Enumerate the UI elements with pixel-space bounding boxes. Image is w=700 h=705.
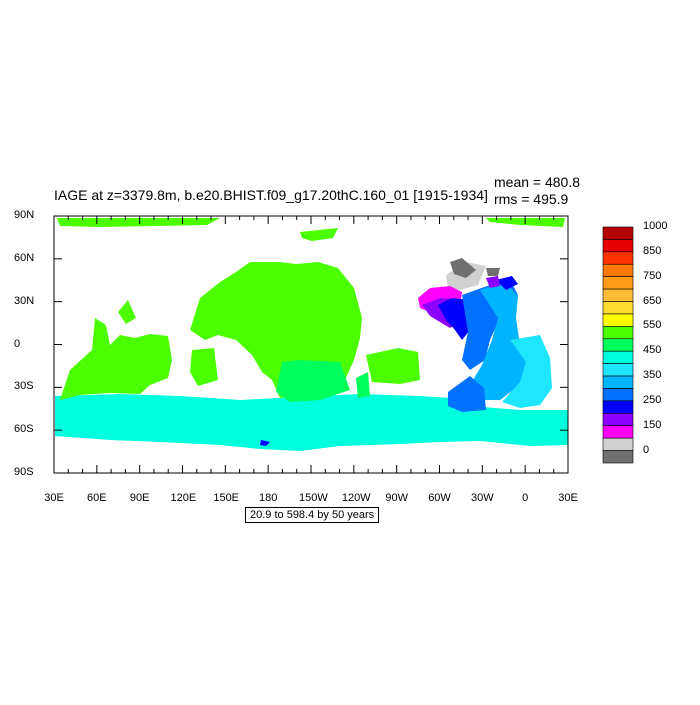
atlantic-cyan [502, 335, 552, 408]
indian-ocean [60, 318, 172, 400]
atlantic-north-dark-2 [486, 268, 500, 276]
colorbar-label: 1000 [643, 220, 668, 232]
map-ticks [53, 215, 569, 474]
south-pacific-blue-fleck [260, 440, 270, 446]
colorbar-swatch [602, 375, 634, 389]
colorbar-label: 350 [643, 369, 662, 382]
colorbar-label: 450 [643, 344, 662, 357]
lat-tick-label: 0 [14, 337, 21, 350]
lon-tick-label: 60E [87, 492, 107, 504]
indian-ocean-north [118, 300, 136, 324]
colorbar-swatch [602, 313, 634, 327]
lat-tick-label: 90N [14, 209, 35, 221]
atlantic-light-blue [470, 282, 528, 400]
colorbar-label: 750 [643, 269, 662, 282]
lon-tick-label: 150E [213, 492, 240, 504]
atlantic-southwest [448, 376, 486, 412]
lon-tick-label: 90E [129, 492, 150, 504]
lon-tick-label: 30W [471, 492, 494, 504]
arctic-strip [57, 218, 220, 227]
colorbar-swatch [602, 350, 634, 364]
lon-tick-label: 120E [170, 492, 197, 504]
mean-stat: mean = 480.8 [494, 174, 581, 190]
lat-tick-label: 60S [14, 423, 34, 436]
lon-tick-label: 30E [558, 492, 578, 504]
colorbar-label: 0 [643, 443, 650, 456]
lat-tick-label: 60N [14, 251, 35, 264]
lat-tick-label: 30N [14, 294, 35, 307]
colorbar-swatch [602, 413, 634, 427]
lon-tick-label: 30E [44, 492, 64, 504]
colorbar-swatch [602, 450, 634, 464]
colorbar-swatch [602, 425, 634, 439]
colorbar-swatch [602, 239, 634, 253]
lat-tick-label: 90S [14, 466, 34, 478]
colorbar-swatch [602, 226, 634, 240]
lon-tick-label: 0 [522, 492, 529, 504]
atlantic-north-dark [450, 258, 476, 278]
colorbar-swatch [602, 363, 634, 377]
atlantic-northeast-purple [486, 276, 500, 288]
lon-tick-label: 150W [299, 492, 328, 504]
indian-ocean-east [190, 348, 218, 386]
southern-ocean [55, 394, 568, 451]
lon-tick-label: 60W [428, 492, 451, 504]
colorbar-label: 650 [643, 294, 662, 307]
colorbar-swatch [602, 288, 634, 302]
colorbar-swatch [602, 388, 634, 402]
lon-tick-label: 180 [258, 492, 278, 504]
colorbar-label: 850 [643, 244, 662, 257]
lon-tick-label: 90W [385, 492, 408, 504]
pacific-south [276, 360, 350, 402]
colorbar-swatch [602, 301, 634, 315]
atlantic-deep-blue [438, 298, 470, 340]
plot-title: IAGE at z=3379.8m, b.e20.BHIST.f09_g17.2… [54, 187, 488, 203]
atlantic-northeast-blue [496, 276, 518, 290]
colorbar-swatch [602, 338, 634, 352]
colorbar-swatch [602, 263, 634, 277]
colorbar-swatch [602, 276, 634, 290]
rms-stat: rms = 495.9 [494, 191, 569, 207]
colorbar-label: 150 [643, 418, 662, 431]
colorbar-swatch [602, 326, 634, 340]
pacific-east [366, 348, 420, 384]
pacific-southeast [356, 372, 370, 398]
colorbar-swatch [602, 437, 634, 451]
colorbar [602, 226, 634, 464]
colorbar-label: 250 [643, 393, 662, 406]
colorbar-swatch [602, 400, 634, 414]
colorbar-swatch [602, 251, 634, 265]
lat-tick-label: 30S [14, 380, 34, 393]
contour-range-box: 20.9 to 598.4 by 50 years [245, 507, 380, 523]
colorbar-label: 550 [643, 319, 662, 332]
lon-tick-label: 120W [341, 492, 371, 504]
arctic-patch [300, 228, 338, 241]
ocean-age-field [55, 218, 568, 451]
